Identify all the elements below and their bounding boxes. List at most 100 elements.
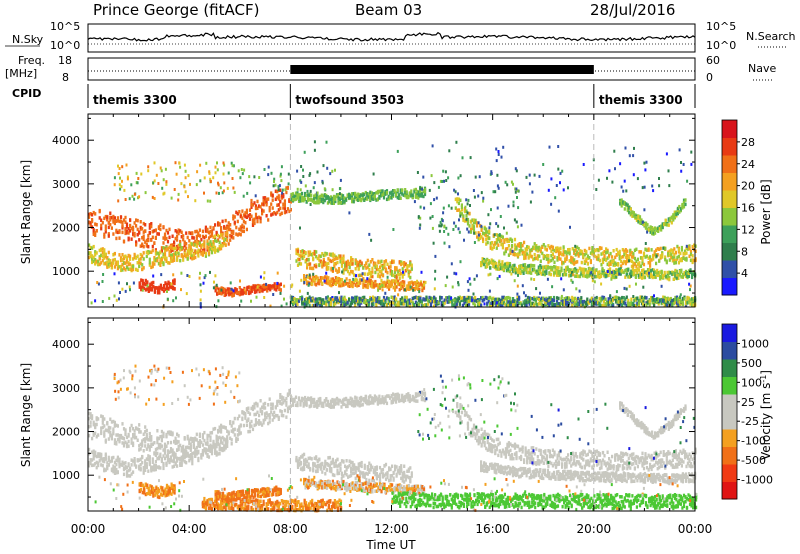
scatter-cell xyxy=(489,295,492,300)
scatter-cell xyxy=(203,235,206,240)
scatter-cell xyxy=(544,245,547,249)
scatter-cell xyxy=(250,299,252,303)
scatter-cell xyxy=(621,255,624,259)
scatter-cell xyxy=(241,209,244,213)
scatter-cell xyxy=(621,261,624,266)
scatter-cell xyxy=(331,201,334,205)
scatter-cell xyxy=(545,296,548,301)
scatter-cell xyxy=(100,248,103,252)
scatter-cell xyxy=(519,302,522,306)
scatter-cell xyxy=(645,248,649,252)
scatter-cell xyxy=(461,156,464,160)
scatter-cell xyxy=(538,298,540,302)
scatter-cell xyxy=(635,264,638,269)
scatter-cell xyxy=(629,212,632,217)
scatter-cell xyxy=(183,185,186,189)
scatter-cell xyxy=(691,297,694,301)
scatter-cell xyxy=(177,251,180,256)
scatter-cell xyxy=(306,300,309,304)
scatter-cell xyxy=(389,302,392,307)
scatter-cell xyxy=(466,297,469,302)
scatter-cell xyxy=(309,252,312,256)
scatter-cell xyxy=(362,282,365,286)
scatter-cell xyxy=(199,298,202,302)
scatter-cell xyxy=(542,270,545,274)
scatter-cell xyxy=(502,295,505,300)
scatter-cell xyxy=(204,234,207,239)
scatter-cell xyxy=(541,245,544,249)
scatter-cell xyxy=(351,300,354,304)
scatter-cell xyxy=(397,272,400,277)
scatter-cell xyxy=(632,252,635,256)
scatter-cell xyxy=(407,264,410,268)
scatter-cell xyxy=(327,261,330,266)
scatter-cell xyxy=(445,179,448,182)
scatter-cell xyxy=(122,218,126,222)
scatter-cell xyxy=(287,172,290,176)
scatter-cell xyxy=(282,202,285,206)
scatter-cell xyxy=(276,281,279,285)
scatter-cell xyxy=(539,263,542,268)
scatter-cell xyxy=(305,303,308,308)
scatter-cell xyxy=(616,272,619,277)
scatter-cell xyxy=(136,232,139,237)
scatter-cell xyxy=(145,250,148,254)
scatter-cell xyxy=(512,200,515,204)
scatter-cell xyxy=(132,264,135,269)
scatter-cell xyxy=(354,195,357,200)
scatter-cell xyxy=(503,238,506,242)
scatter-cell xyxy=(389,191,392,195)
scatter-cell xyxy=(153,289,156,293)
scatter-cell xyxy=(370,197,373,201)
scatter-cell xyxy=(413,190,416,194)
scatter-cell xyxy=(151,235,154,239)
scatter-cell xyxy=(694,249,697,253)
scatter-cell xyxy=(676,206,679,211)
scatter-cell xyxy=(277,203,280,207)
scatter-cell xyxy=(555,266,559,270)
scatter-cell xyxy=(234,290,237,294)
scatter-cell xyxy=(384,281,388,286)
scatter-cell xyxy=(636,297,639,301)
scatter-cell xyxy=(220,286,223,290)
scatter-cell xyxy=(510,265,513,270)
scatter-cell xyxy=(489,272,492,276)
scatter-cell xyxy=(240,288,243,292)
scatter-cell xyxy=(133,197,136,201)
scatter-cell xyxy=(627,303,630,307)
scatter-cell xyxy=(132,281,135,285)
scatter-cell xyxy=(271,193,274,197)
scatter-cell xyxy=(429,298,433,303)
scatter-cell xyxy=(354,192,357,196)
scatter-cell xyxy=(395,285,398,289)
scatter-cell xyxy=(402,193,405,197)
scatter-cell xyxy=(551,257,554,261)
scatter-cell xyxy=(516,252,520,256)
scatter-cell xyxy=(528,270,531,275)
scatter-cell xyxy=(198,276,201,280)
scatter-cell xyxy=(497,234,500,239)
scatter-cell xyxy=(472,225,476,229)
scatter-cell xyxy=(348,284,351,288)
scatter-cell xyxy=(256,283,260,288)
scatter-cell xyxy=(689,284,692,288)
scatter-cell xyxy=(413,281,416,285)
scatter-cell xyxy=(593,268,596,273)
scatter-cell xyxy=(488,229,491,233)
scatter-cell xyxy=(267,197,270,201)
scatter-cell xyxy=(195,229,198,234)
scatter-cell xyxy=(177,231,180,236)
scatter-cell xyxy=(366,281,369,286)
scatter-cell xyxy=(608,263,611,267)
scatter-cell xyxy=(103,248,106,252)
scatter-cell xyxy=(270,284,273,289)
scatter-cell xyxy=(460,298,463,303)
scatter-cell xyxy=(135,240,138,244)
scatter-cell xyxy=(590,275,593,279)
scatter-cell xyxy=(194,249,197,253)
scatter-cell xyxy=(372,172,375,176)
scatter-cell xyxy=(537,302,540,306)
scatter-cell xyxy=(260,288,263,293)
scatter-cell xyxy=(246,191,249,195)
scatter-cell xyxy=(161,186,164,190)
